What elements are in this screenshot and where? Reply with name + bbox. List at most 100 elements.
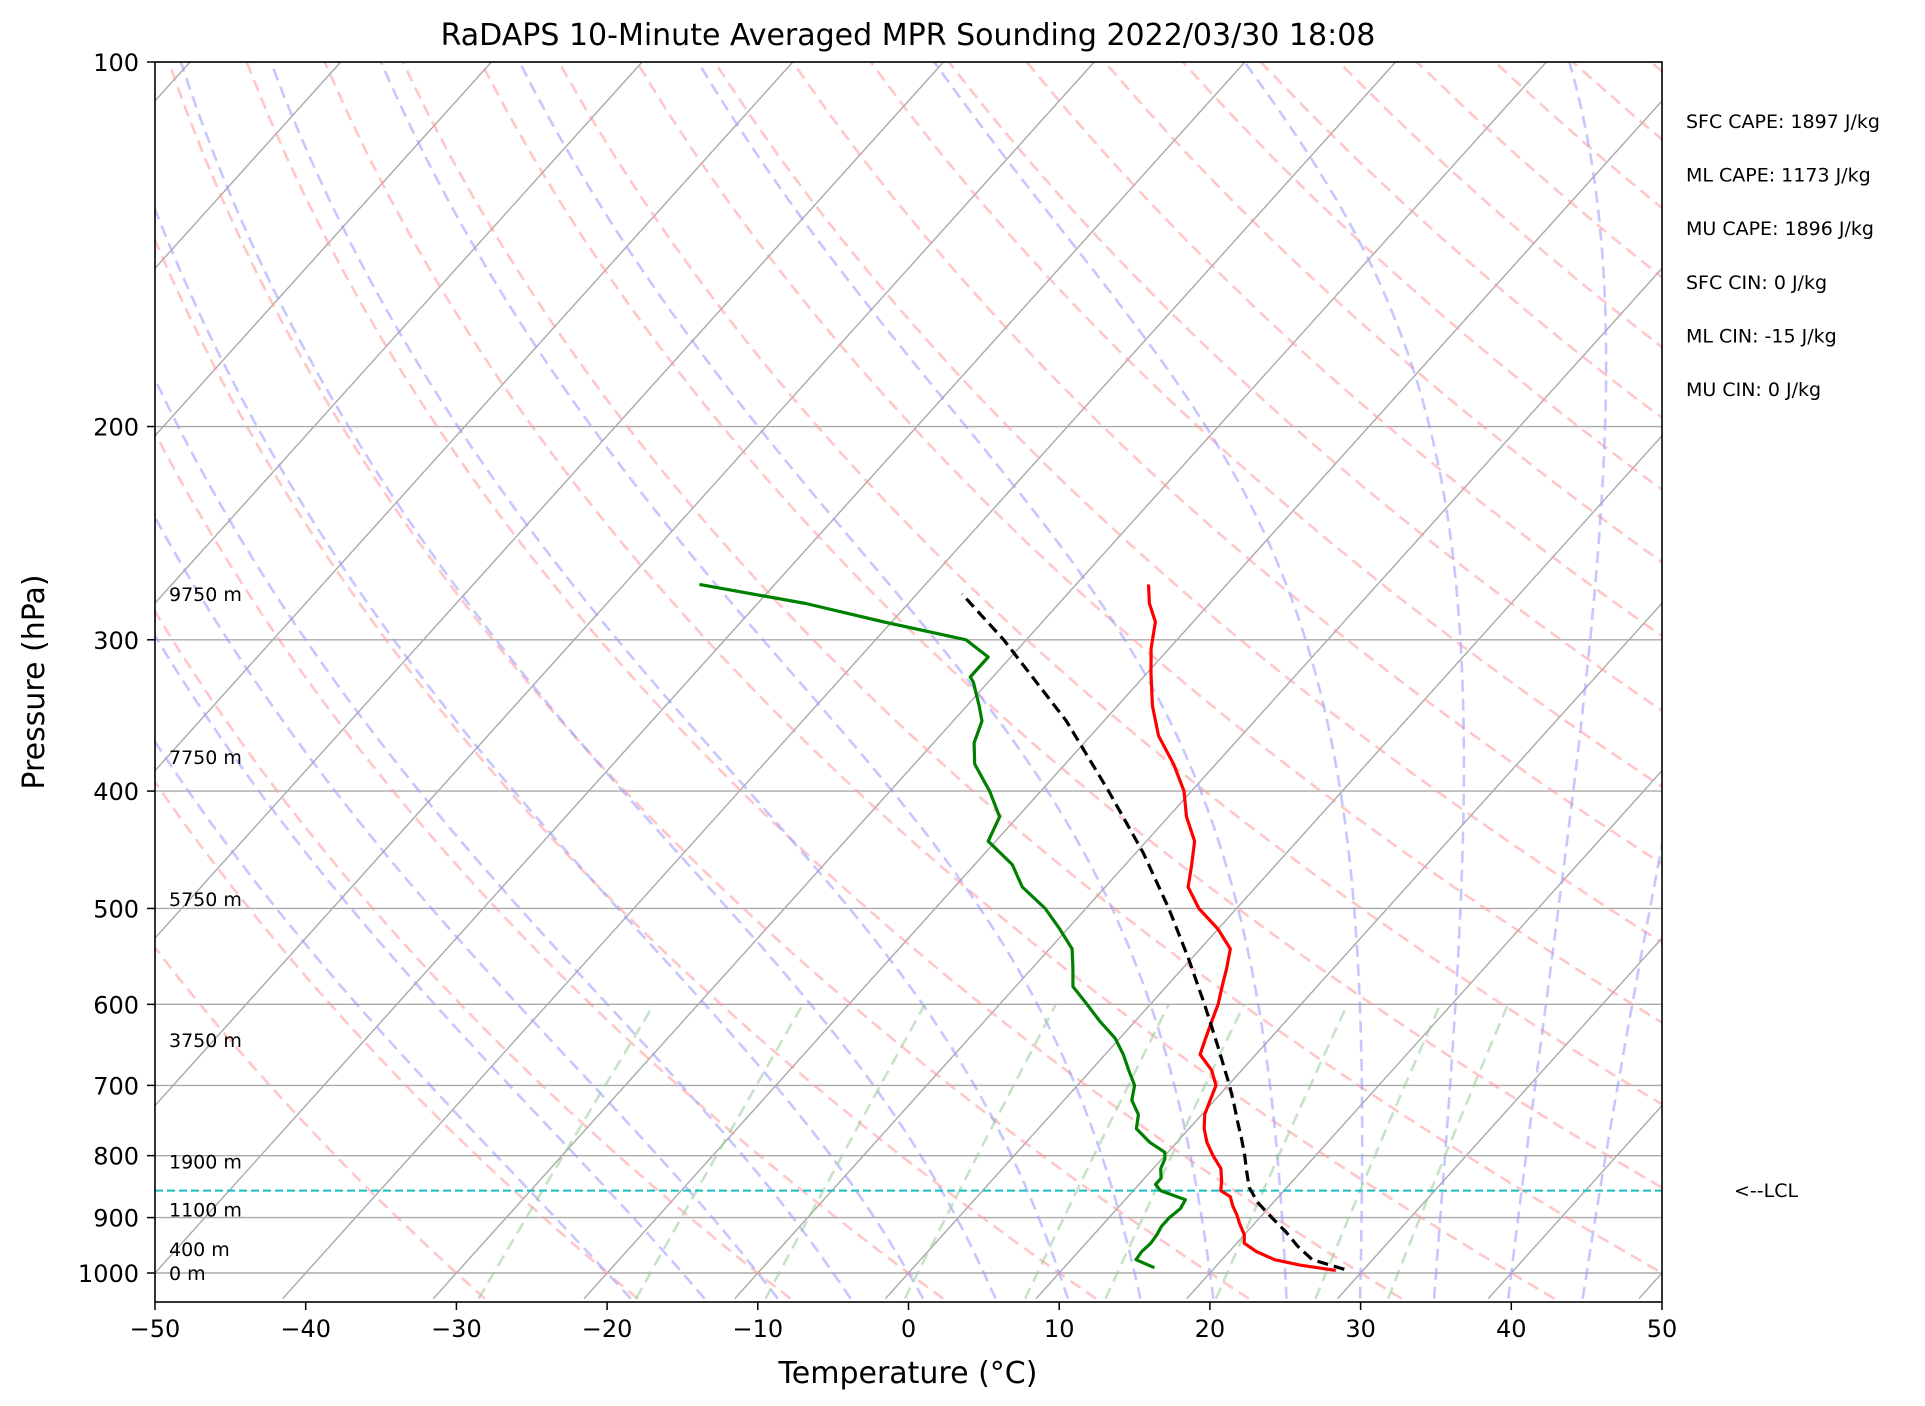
mixing-ratio-line (1023, 1003, 1170, 1300)
dry-adiabat-line (1415, 62, 1662, 279)
isotherm-line (1790, 62, 1925, 1299)
isotherm-line (155, 62, 1246, 1275)
height-label: 0 m (169, 1263, 206, 1285)
moist-adiabat-line (269, 62, 1070, 1300)
x-axis-label: Temperature (°C) (778, 1356, 1038, 1391)
isotherm-line (1638, 1271, 1662, 1300)
y-tick-label: 800 (93, 1143, 139, 1171)
background-grid (155, 62, 1925, 1300)
isotherm-line (884, 434, 1662, 1300)
dry-adiabat-line (947, 62, 1662, 713)
y-tick-label: 500 (93, 895, 139, 923)
y-axis-ticks: 1000 900 800 700 600 500 400 300 200 100 (78, 49, 155, 1288)
sounding-series (699, 582, 1345, 1272)
y-tick-label: 400 (93, 778, 139, 806)
dry-adiabat-line (323, 62, 1556, 1300)
stability-annotation: SFC CAPE: 1897 J/kg (1686, 111, 1880, 133)
dry-adiabat-line (155, 945, 486, 1300)
moist-adiabat-line (155, 739, 632, 1300)
mixing-ratio-line (1104, 1003, 1246, 1300)
x-tick-label: 10 (1044, 1315, 1075, 1343)
parcel-profile-line (960, 592, 1345, 1271)
isotherm-line (282, 62, 1397, 1300)
stability-annotation: SFC CIN: 0 J/kg (1686, 272, 1827, 294)
mixing-ratio-line (477, 1003, 656, 1300)
dry-adiabat-line (713, 62, 1662, 945)
x-axis-ticks: −50 −40 −30 −20 −10 0 10 20 30 40 50 (130, 1302, 1677, 1343)
dry-adiabat-line (1493, 62, 1662, 210)
dry-adiabat-line (155, 236, 1097, 1300)
stability-annotation: ML CAPE: 1173 J/kg (1686, 165, 1871, 187)
isotherm-line (1336, 937, 1662, 1300)
stability-annotation: MU CIN: 0 J/kg (1686, 379, 1821, 401)
dry-adiabat-line (1649, 62, 1662, 74)
mixing-ratio-line (903, 1003, 1058, 1300)
x-tick-label: −50 (130, 1315, 181, 1343)
mixing-ratio-line (764, 1003, 927, 1300)
dry-adiabat-line (869, 62, 1662, 789)
height-label: 400 m (169, 1239, 230, 1261)
dry-adiabat-line (1337, 62, 1662, 349)
x-tick-label: −20 (582, 1315, 633, 1343)
moist-adiabat-line (518, 62, 1215, 1299)
dry-adiabat-line (155, 429, 944, 1300)
dry-adiabat-line (167, 62, 1250, 1300)
dry-adiabat-line (401, 62, 1662, 1275)
dry-adiabat-line (1181, 62, 1662, 492)
lcl-label: <--LCL (1734, 1180, 1798, 1202)
x-tick-label: 20 (1195, 1315, 1226, 1343)
moist-adiabat-line (933, 62, 1364, 1299)
x-tick-label: −10 (732, 1315, 783, 1343)
dry-adiabat-line (791, 62, 1662, 866)
mixing-ratio-line (1386, 1003, 1510, 1300)
y-tick-label: 300 (93, 627, 139, 655)
isotherm-line (155, 62, 643, 605)
moist-adiabat-line (1581, 838, 1662, 1299)
x-tick-label: 40 (1496, 1315, 1527, 1343)
plot-frame (154, 61, 1663, 1303)
y-tick-label: 600 (93, 991, 139, 1019)
y-tick-label: 200 (93, 414, 139, 442)
stability-annotations: SFC CAPE: 1897 J/kg ML CAPE: 1173 J/kg MU … (1686, 111, 1880, 401)
height-label: 1100 m (169, 1199, 242, 1221)
height-label: 7750 m (169, 747, 242, 769)
moist-adiabat-line (155, 514, 779, 1300)
isotherm-line (583, 99, 1662, 1300)
isotherm-line (1186, 769, 1662, 1300)
mixing-ratio-line (634, 1003, 805, 1300)
isotherm-line (155, 62, 492, 437)
height-label: 1900 m (169, 1152, 242, 1174)
dry-adiabat-line (635, 62, 1662, 1025)
isotherm-line (1487, 1104, 1662, 1300)
y-axis-label: Pressure (hPa) (17, 574, 52, 789)
moist-adiabat-line (155, 205, 925, 1300)
chart-title: RaDAPS 10-Minute Averaged MPR Sounding 2… (441, 18, 1376, 53)
moist-adiabat-line (696, 62, 1288, 1299)
moist-adiabat-line (179, 62, 997, 1300)
y-tick-label: 1000 (78, 1260, 139, 1288)
dry-adiabat-line (479, 62, 1662, 1190)
isotherm-line (1035, 602, 1662, 1300)
height-label: 5750 m (169, 889, 242, 911)
isotherm-line (155, 62, 794, 772)
dry-adiabat-line (155, 608, 792, 1300)
dry-adiabat-line (1729, 62, 1925, 1299)
moist-adiabat-line (1507, 62, 1608, 1299)
x-tick-label: 0 (901, 1315, 916, 1343)
dewpoint-line (699, 582, 1188, 1270)
moist-adiabat-line (1243, 62, 1466, 1299)
dry-adiabat-line (245, 62, 1403, 1300)
dry-adiabat-line (1571, 62, 1662, 142)
dry-adiabat-line (557, 62, 1662, 1106)
height-label: 3750 m (169, 1030, 242, 1052)
moist-adiabat-line (155, 633, 706, 1300)
isotherm-line (432, 62, 1547, 1300)
mixing-ratio-line (1214, 1003, 1349, 1300)
dry-adiabat-line (1103, 62, 1662, 564)
y-tick-label: 100 (93, 49, 139, 77)
dry-adiabat-line (155, 779, 639, 1300)
moist-adiabat-line (155, 376, 852, 1300)
dry-adiabat-line (1025, 62, 1662, 638)
